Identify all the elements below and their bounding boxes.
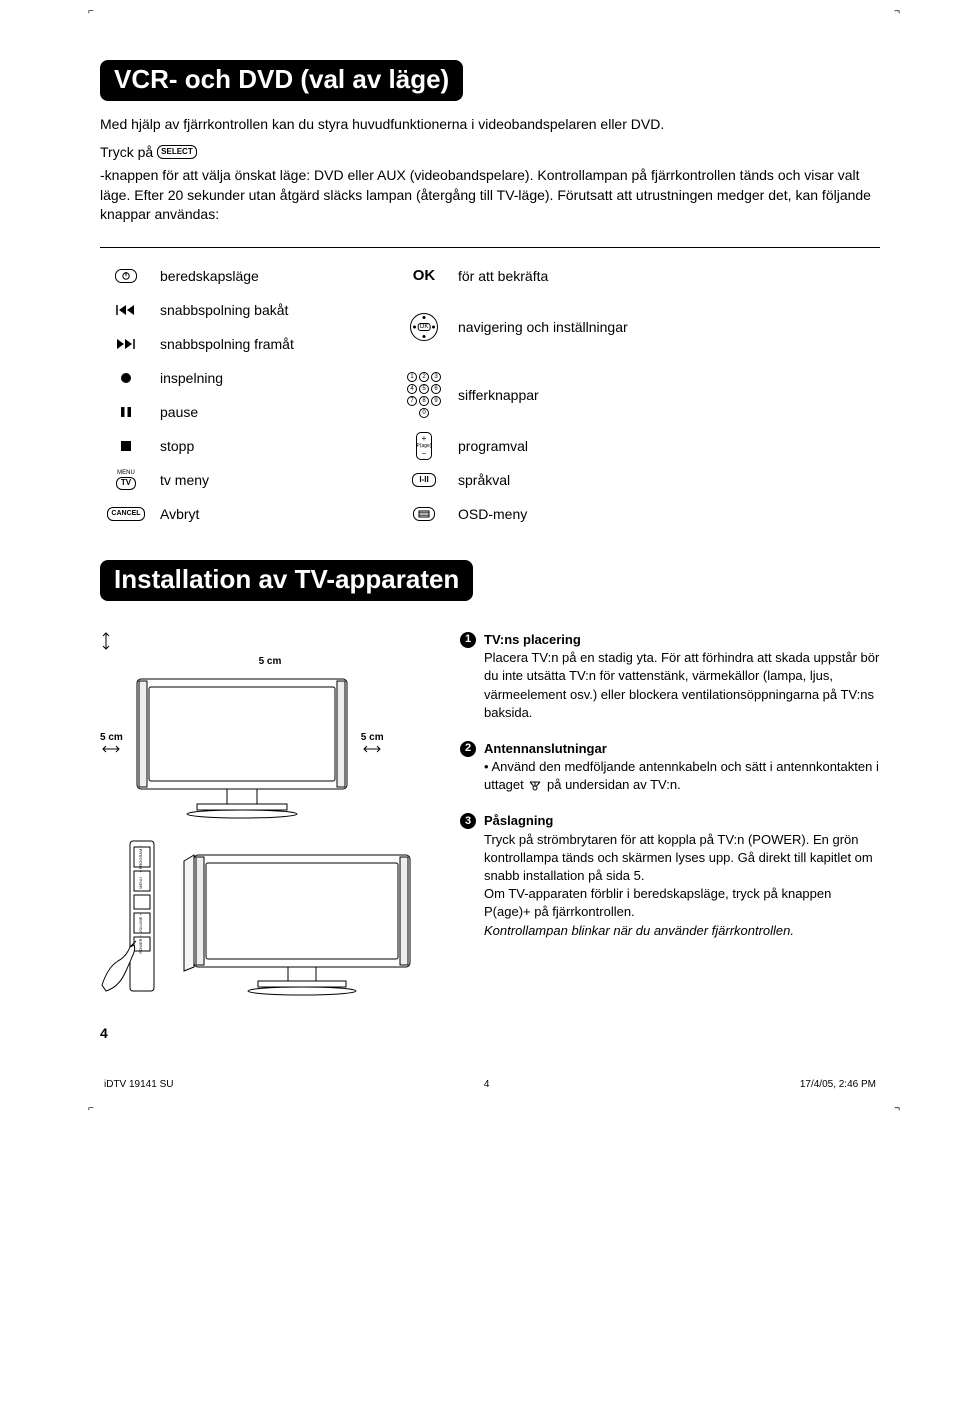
distance-left: 5 cm: [100, 732, 123, 743]
num-key: 3: [431, 372, 441, 382]
footer-timestamp: 17/4/05, 2:46 PM: [800, 1079, 876, 1090]
step-body: Placera TV:n på en stadig yta. För att f…: [484, 650, 879, 720]
osd-icon: [398, 504, 450, 524]
antenna-icon: [527, 781, 543, 791]
svg-text:MENU: MENU: [138, 877, 143, 889]
page-minus: −: [422, 449, 427, 458]
num-key: 1: [407, 372, 417, 382]
function-label: OSD-meny: [458, 506, 880, 522]
footer: iDTV 19141 SU 4 17/4/05, 2:46 PM: [100, 1079, 880, 1090]
intro-paragraph: Med hjälp av fjärrkontrollen kan du styr…: [100, 115, 880, 135]
footer-doc-id: iDTV 19141 SU: [104, 1079, 173, 1090]
tv-button-label: TV: [116, 477, 136, 490]
step-number-icon: 1: [460, 632, 476, 648]
menu-label: MENU: [117, 470, 135, 476]
num-key: 2: [419, 372, 429, 382]
placement-diagram: 5 cm 5 cm: [100, 631, 440, 997]
rewind-icon: [100, 300, 152, 320]
function-label: pause: [160, 404, 390, 420]
function-label: sifferknappar: [458, 387, 880, 403]
footer-page: 4: [484, 1079, 490, 1090]
num-key: 4: [407, 384, 417, 394]
step-body-italic: Kontrollampan blinkar när du använder fj…: [484, 923, 794, 938]
crop-mark: ¬: [894, 1103, 900, 1114]
tv-side-illustration: + PROGRAM − MENU − VOLUME + POWER: [100, 837, 440, 997]
num-key: 0: [419, 408, 429, 418]
remote-function-table: beredskapsläge OK för att bekräfta snabb…: [100, 266, 880, 524]
nav-pad-icon: OK: [398, 317, 450, 337]
num-key: 6: [431, 384, 441, 394]
function-label: inspelning: [160, 370, 390, 386]
step-heading: Antennanslutningar: [484, 741, 607, 756]
standby-icon: [100, 266, 152, 286]
crop-mark: ¬: [894, 6, 900, 17]
section-title-vcr-dvd: VCR- och DVD (val av läge): [100, 60, 463, 101]
function-label: tv meny: [160, 472, 390, 488]
function-label: programval: [458, 438, 880, 454]
crop-mark: ⌐: [88, 1103, 94, 1114]
select-button-icon: SELECT: [157, 145, 197, 159]
record-icon: [100, 368, 152, 388]
crop-mark: ⌐: [88, 6, 94, 17]
distance-right: 5 cm: [361, 732, 384, 743]
step-heading: Påslagning: [484, 813, 553, 828]
cancel-icon: CANCEL: [100, 504, 152, 524]
install-step-2: 2 Antennanslutningar • Använd den medföl…: [460, 740, 880, 795]
step-body-pre: • Använd den medföljande antennkabeln oc…: [484, 759, 879, 792]
svg-text:− VOLUME +: − VOLUME +: [138, 912, 143, 936]
svg-text:POWER: POWER: [138, 938, 143, 953]
svg-text:+ PROGRAM −: + PROGRAM −: [138, 845, 143, 873]
step-number-icon: 3: [460, 813, 476, 829]
function-label: språkval: [458, 472, 880, 488]
step-number-icon: 2: [460, 741, 476, 757]
function-label: snabbspolning bakåt: [160, 302, 390, 318]
function-label: snabbspolning framåt: [160, 336, 390, 352]
install-step-1: 1 TV:ns placering Placera TV:n på en sta…: [460, 631, 880, 722]
tv-illustration: [127, 669, 357, 819]
page-updown-icon: + P(age) −: [398, 436, 450, 456]
num-key: 8: [419, 396, 429, 406]
nav-ok-label: OK: [418, 323, 431, 331]
divider: [100, 247, 880, 248]
function-label: navigering och inställningar: [458, 319, 880, 335]
function-label: stopp: [160, 438, 390, 454]
pause-icon: [100, 402, 152, 422]
installation-steps: 1 TV:ns placering Placera TV:n på en sta…: [460, 631, 880, 997]
distance-top: 5 cm: [259, 656, 282, 667]
instruction-paragraph: Tryck på SELECT -knappen för att välja ö…: [100, 143, 880, 225]
page-plus: +: [422, 434, 427, 443]
function-label: för att bekräfta: [458, 268, 880, 284]
step-heading: TV:ns placering: [484, 632, 581, 647]
num-key: 5: [419, 384, 429, 394]
section-title-installation: Installation av TV-apparaten: [100, 560, 473, 601]
page-number: 4: [100, 1025, 880, 1041]
step-body: Tryck på strömbrytaren för att koppla på…: [484, 832, 873, 920]
number-pad-icon: 1 2 3 4 5 6 7 8 9 0: [398, 385, 450, 405]
text-fragment: -knappen för att välja önskat läge: DVD …: [100, 166, 880, 225]
text-fragment: Tryck på: [100, 143, 153, 163]
install-step-3: 3 Påslagning Tryck på strömbrytaren för …: [460, 812, 880, 939]
function-label: beredskapsläge: [160, 268, 390, 284]
num-key: 9: [431, 396, 441, 406]
function-label: Avbryt: [160, 506, 390, 522]
step-body-post: på undersidan av TV:n.: [547, 777, 681, 792]
num-key: 7: [407, 396, 417, 406]
stop-icon: [100, 436, 152, 456]
language-icon: I-II: [398, 470, 450, 490]
menu-tv-icon: MENU TV: [100, 470, 152, 490]
ok-icon: OK: [398, 266, 450, 286]
fast-forward-icon: [100, 334, 152, 354]
